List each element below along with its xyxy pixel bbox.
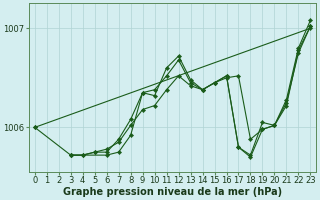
X-axis label: Graphe pression niveau de la mer (hPa): Graphe pression niveau de la mer (hPa) [63, 187, 282, 197]
